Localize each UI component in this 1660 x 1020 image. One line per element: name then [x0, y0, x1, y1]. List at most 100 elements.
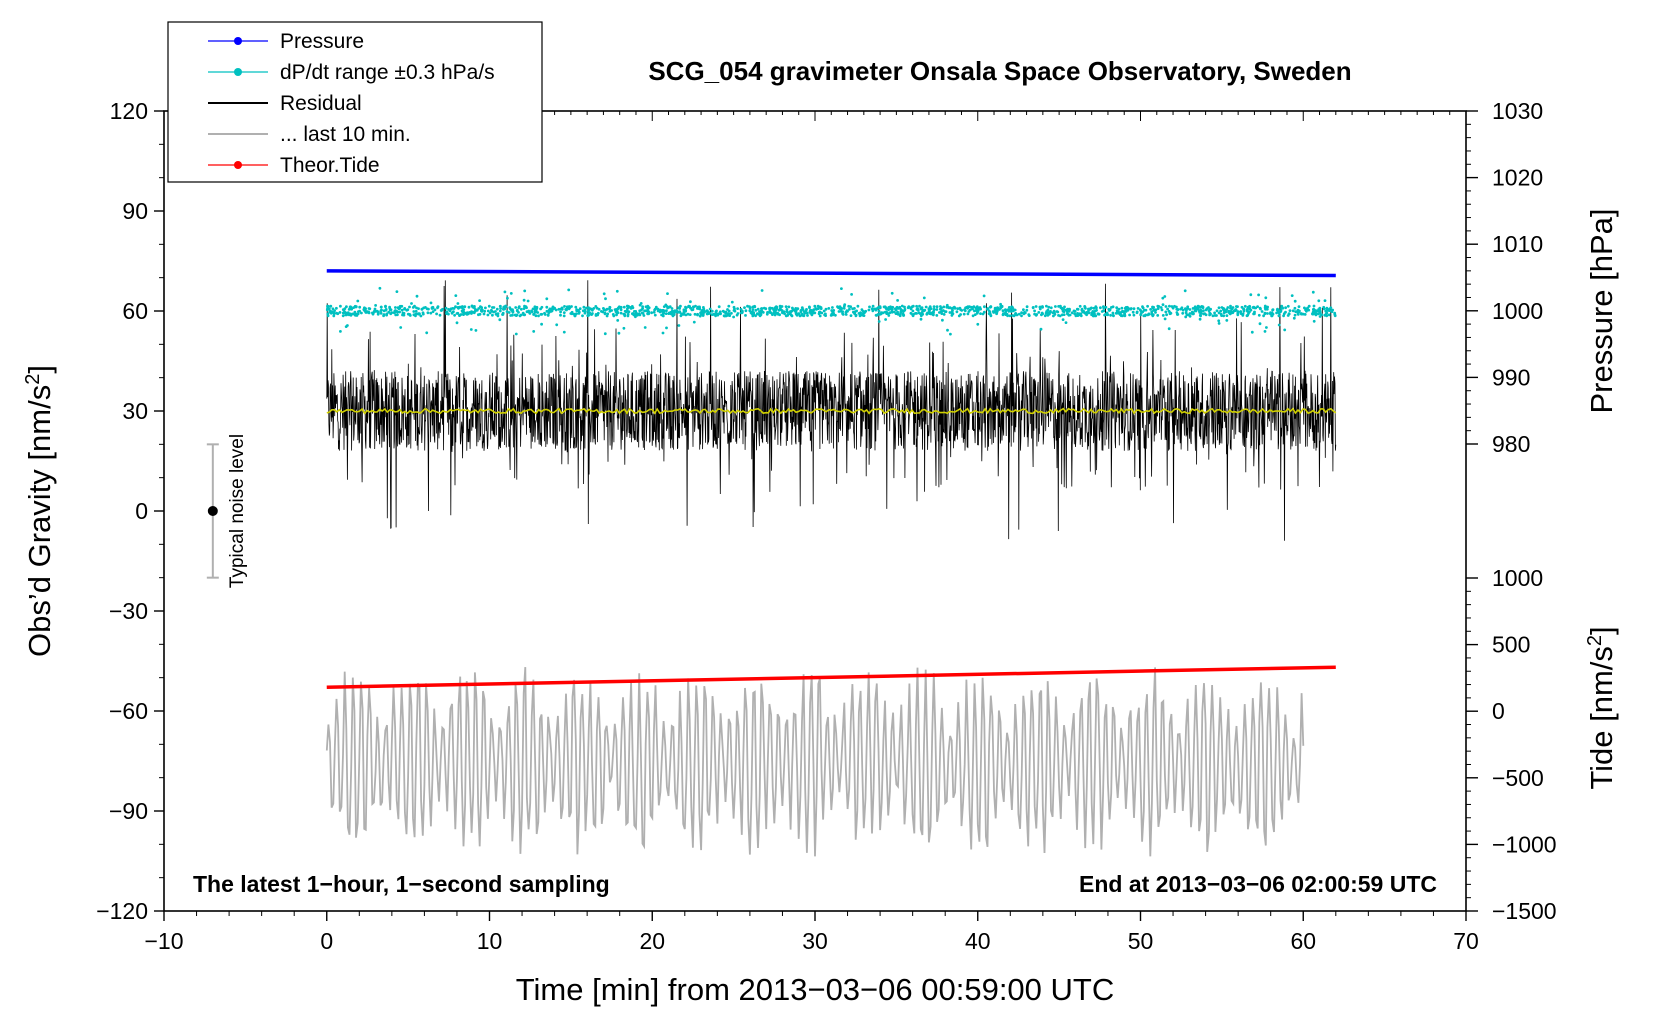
dpdt-point	[1184, 311, 1188, 315]
dpdt-point	[1037, 311, 1041, 314]
dpdt-point	[982, 294, 986, 298]
dpdt-point	[1217, 306, 1221, 310]
dpdt-point	[1225, 308, 1229, 311]
dpdt-point	[1297, 305, 1301, 308]
dpdt-point	[1271, 308, 1275, 312]
dpdt-point	[1104, 313, 1107, 316]
dpdt-point	[774, 311, 778, 314]
dpdt-point	[692, 305, 695, 309]
dpdt-point	[765, 312, 769, 316]
dpdt-point	[1040, 311, 1044, 315]
dpdt-point	[896, 312, 900, 316]
dpdt-point	[454, 294, 458, 297]
dpdt-point	[1283, 328, 1287, 332]
dpdt-point	[989, 305, 993, 309]
dpdt-point	[926, 311, 929, 315]
dpdt-point	[395, 309, 399, 313]
dpdt-point	[1123, 312, 1126, 316]
dpdt-point	[971, 314, 975, 318]
dpdt-point	[1047, 305, 1051, 309]
dpdt-point	[1151, 313, 1155, 317]
dpdt-point	[1109, 313, 1112, 317]
dpdt-point	[800, 312, 804, 316]
dpdt-point	[638, 309, 642, 313]
pressure-tick-label: 1000	[1492, 298, 1543, 324]
dpdt-point	[329, 311, 333, 315]
dpdt-point	[939, 307, 942, 311]
dpdt-point	[871, 304, 875, 308]
dpdt-point	[999, 302, 1002, 306]
dpdt-point	[794, 311, 798, 315]
dpdt-point	[884, 305, 887, 309]
dpdt-point	[1264, 307, 1267, 311]
tide-series-line	[326, 665, 1336, 689]
dpdt-point	[567, 307, 571, 311]
dpdt-point	[387, 310, 391, 314]
dpdt-point	[456, 302, 460, 305]
dpdt-point	[1034, 305, 1038, 308]
dpdt-point	[491, 313, 494, 317]
dpdt-point	[732, 315, 735, 319]
noise-bar-center-dot	[207, 506, 218, 516]
dpdt-point	[1293, 313, 1297, 317]
dpdt-point	[943, 310, 947, 313]
dpdt-point	[778, 313, 781, 317]
dpdt-point	[634, 310, 638, 313]
dpdt-point	[1262, 314, 1265, 318]
dpdt-point	[973, 313, 977, 316]
dpdt-point	[993, 308, 997, 311]
dpdt-point	[384, 308, 388, 311]
dpdt-point	[1054, 305, 1057, 308]
dpdt-point	[623, 313, 626, 316]
dpdt-point	[1293, 306, 1297, 310]
dpdt-point	[724, 310, 728, 314]
dpdt-point	[701, 313, 705, 317]
dpdt-point	[585, 306, 588, 310]
dpdt-point	[399, 326, 403, 329]
dpdt-point	[332, 314, 336, 318]
dpdt-point	[1227, 309, 1231, 313]
dpdt-point	[1074, 314, 1078, 318]
dpdt-point	[950, 307, 954, 310]
dpdt-point	[1163, 317, 1167, 321]
dpdt-point	[1253, 310, 1256, 314]
dpdt-point	[800, 306, 804, 309]
dpdt-point	[986, 307, 990, 310]
dpdt-point	[666, 306, 670, 310]
dpdt-point	[1088, 307, 1092, 310]
legend-swatch-dot	[234, 161, 242, 169]
dpdt-point	[353, 310, 357, 314]
dpdt-point	[1298, 309, 1301, 313]
dpdt-point	[1323, 299, 1327, 302]
dpdt-point	[942, 313, 946, 316]
dpdt-point	[425, 331, 429, 335]
dpdt-point	[1169, 311, 1173, 315]
dpdt-point	[822, 309, 826, 313]
y-left-tick-label: −90	[109, 798, 148, 824]
dpdt-point	[555, 323, 559, 327]
dpdt-point	[1143, 314, 1147, 318]
dpdt-point	[1070, 311, 1074, 315]
dpdt-point	[408, 305, 411, 309]
dpdt-point	[545, 297, 549, 301]
dpdt-point	[535, 305, 539, 309]
dpdt-point	[1311, 312, 1315, 316]
dpdt-point	[487, 304, 491, 308]
dpdt-point	[768, 307, 772, 311]
dpdt-point	[523, 289, 527, 293]
dpdt-point	[1184, 315, 1188, 319]
dpdt-point	[545, 305, 549, 309]
dpdt-point	[693, 312, 697, 316]
dpdt-point	[811, 310, 815, 314]
dpdt-point	[679, 304, 682, 308]
dpdt-point	[890, 310, 894, 314]
dpdt-point	[616, 319, 620, 322]
dpdt-point	[614, 310, 618, 313]
pressure-tick-label: 1030	[1492, 98, 1543, 124]
dpdt-point	[995, 311, 999, 315]
dpdt-point	[877, 309, 881, 313]
x-tick-label: 50	[1128, 928, 1154, 954]
dpdt-point	[976, 309, 980, 312]
tide-tick-label: −1000	[1492, 831, 1557, 857]
dpdt-point	[364, 310, 367, 314]
